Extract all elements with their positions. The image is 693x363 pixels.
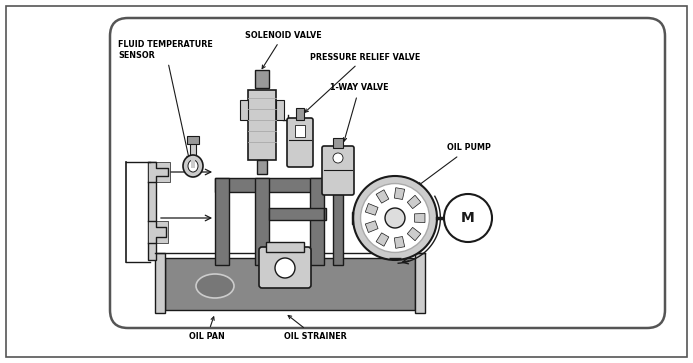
Bar	[148, 221, 168, 243]
Text: FLUID TEMPERATURE
SENSOR: FLUID TEMPERATURE SENSOR	[118, 40, 213, 159]
Polygon shape	[394, 188, 405, 200]
Bar	[257, 160, 267, 174]
Polygon shape	[365, 204, 378, 215]
FancyBboxPatch shape	[259, 247, 311, 288]
Bar	[165, 258, 415, 310]
Ellipse shape	[196, 274, 234, 298]
Bar	[190, 143, 196, 158]
Bar	[295, 125, 305, 137]
FancyBboxPatch shape	[322, 146, 354, 195]
Polygon shape	[414, 213, 425, 223]
Bar	[240, 100, 248, 120]
Bar	[148, 162, 156, 260]
Text: PRESSURE RELIEF VALVE: PRESSURE RELIEF VALVE	[305, 53, 420, 112]
Circle shape	[333, 153, 343, 163]
FancyBboxPatch shape	[110, 18, 665, 328]
Bar	[269, 208, 324, 220]
Text: OIL PAN: OIL PAN	[189, 317, 225, 341]
Bar	[187, 136, 199, 144]
Polygon shape	[407, 195, 421, 209]
Bar	[148, 162, 170, 182]
Bar	[255, 178, 269, 265]
Text: SOLENOID VALVE: SOLENOID VALVE	[245, 30, 322, 69]
Bar	[215, 178, 324, 192]
Ellipse shape	[183, 155, 203, 177]
Bar	[296, 108, 304, 120]
Polygon shape	[376, 233, 389, 246]
Ellipse shape	[188, 160, 198, 172]
Text: OIL STRAINER: OIL STRAINER	[283, 315, 346, 341]
Bar	[215, 178, 229, 265]
Text: OIL PUMP: OIL PUMP	[419, 143, 491, 185]
Bar	[266, 242, 304, 252]
Polygon shape	[407, 227, 421, 241]
Bar	[255, 70, 269, 88]
Polygon shape	[394, 237, 405, 248]
Bar	[324, 208, 326, 220]
Text: M: M	[461, 211, 475, 225]
Polygon shape	[365, 221, 378, 233]
Circle shape	[353, 176, 437, 260]
Text: 1-WAY VALVE: 1-WAY VALVE	[330, 83, 389, 141]
Polygon shape	[376, 190, 389, 203]
Bar	[333, 138, 343, 148]
Bar	[333, 193, 343, 265]
Bar	[415, 253, 425, 313]
Circle shape	[385, 208, 405, 228]
FancyBboxPatch shape	[6, 6, 687, 357]
Bar	[248, 90, 276, 160]
Circle shape	[275, 258, 295, 278]
Bar	[155, 253, 165, 313]
Bar	[310, 178, 324, 265]
Bar	[276, 100, 284, 120]
Circle shape	[360, 184, 430, 252]
Bar	[191, 156, 195, 168]
Bar	[352, 212, 353, 224]
Circle shape	[444, 194, 492, 242]
FancyBboxPatch shape	[287, 118, 313, 167]
